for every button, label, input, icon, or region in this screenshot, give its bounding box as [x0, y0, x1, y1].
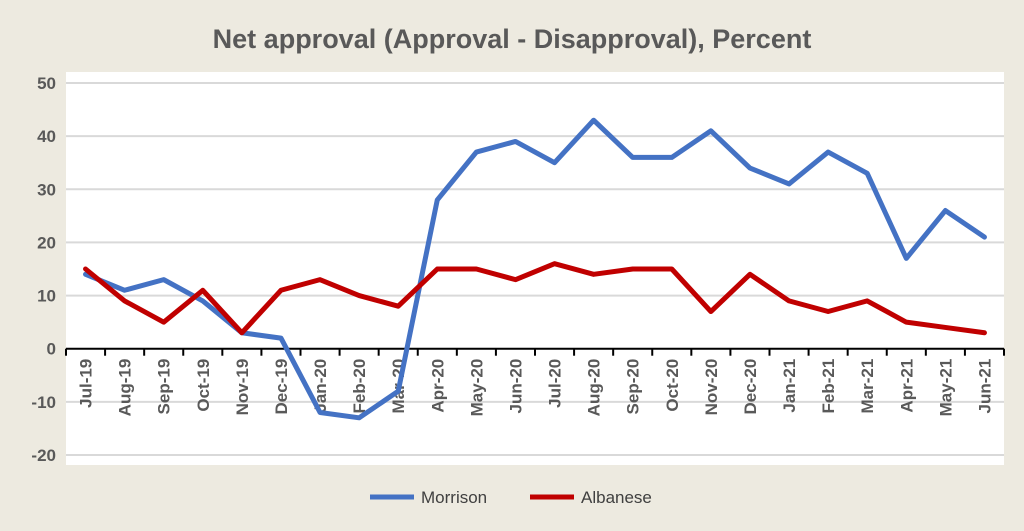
x-tick-label: Jun-20 — [506, 359, 525, 414]
x-tick-label: Nov-19 — [233, 359, 252, 416]
y-tick-label: -20 — [31, 446, 56, 465]
legend-label-albanese: Albanese — [581, 488, 652, 507]
x-tick-label: Jul-19 — [77, 359, 96, 408]
x-tick-label: Feb-20 — [350, 359, 369, 414]
y-tick-label: 0 — [47, 340, 56, 359]
y-tick-label: 50 — [37, 74, 56, 93]
legend-label-morrison: Morrison — [421, 488, 487, 507]
x-tick-label: Dec-20 — [741, 359, 760, 415]
x-tick-label: May-21 — [936, 359, 955, 417]
x-tick-label: Feb-21 — [819, 359, 838, 414]
x-tick-label: May-20 — [467, 359, 486, 417]
x-tick-label: Jul-20 — [546, 359, 565, 408]
x-tick-label: Apr-21 — [897, 359, 916, 413]
x-tick-label: Dec-19 — [272, 359, 291, 415]
x-tick-label: Sep-19 — [155, 359, 174, 415]
x-tick-label: Aug-19 — [116, 359, 135, 417]
chart-title: Net approval (Approval - Disapproval), P… — [213, 24, 812, 54]
x-tick-label: Oct-20 — [663, 359, 682, 412]
y-tick-label: 30 — [37, 180, 56, 199]
y-tick-label: 20 — [37, 233, 56, 252]
y-tick-label: -10 — [31, 393, 56, 412]
x-tick-label: Aug-20 — [585, 359, 604, 417]
y-tick-label: 10 — [37, 287, 56, 306]
x-tick-label: Sep-20 — [624, 359, 643, 415]
series-line-albanese — [83, 261, 987, 336]
x-tick-label: Apr-20 — [428, 359, 447, 413]
y-tick-label: 40 — [37, 127, 56, 146]
plot-area — [66, 72, 1004, 465]
x-tick-label: Jun-21 — [975, 359, 994, 414]
x-tick-label: Jan-21 — [780, 359, 799, 413]
x-tick-label: Nov-20 — [702, 359, 721, 416]
x-tick-label: Oct-19 — [194, 359, 213, 412]
x-tick-label: Mar-21 — [858, 359, 877, 414]
